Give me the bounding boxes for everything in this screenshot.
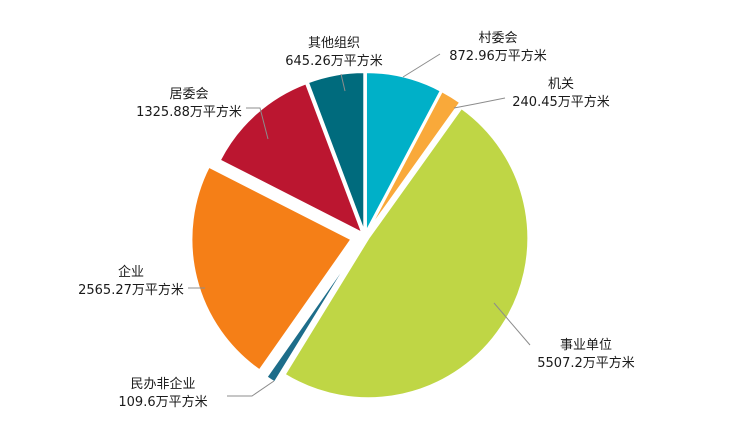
pie-slice-3 <box>283 106 530 400</box>
slice-name-label: 村委会 <box>478 31 517 46</box>
pie-slice-4 <box>265 245 360 384</box>
slice-value-label: 5507.2万平方米 <box>537 355 635 371</box>
leader-line <box>340 73 346 92</box>
slice-name-label: 事业单位 <box>560 338 612 353</box>
pie-slice-2 <box>366 89 462 234</box>
slice-name-label: 居委会 <box>169 87 208 102</box>
slice-value-label: 645.26万平方米 <box>285 53 383 69</box>
slice-name-label: 企业 <box>118 264 144 280</box>
pie-slice-1 <box>364 71 443 233</box>
slice-name-label: 民办非企业 <box>130 376 195 392</box>
leader-line <box>227 380 275 397</box>
leader-line <box>402 53 441 78</box>
leader-line <box>246 107 269 140</box>
slice-value-label: 872.96万平方米 <box>449 48 547 64</box>
slice-value-label: 109.6万平方米 <box>118 394 207 410</box>
slice-value-label: 2565.27万平方米 <box>78 282 184 298</box>
slice-name-label: 机关 <box>548 77 574 92</box>
slice-value-label: 1325.88万平方米 <box>136 104 242 120</box>
leader-line <box>493 302 531 346</box>
slice-value-label: 240.45万平方米 <box>512 94 610 110</box>
slice-name-label: 其他组织 <box>308 36 360 51</box>
pie-slice-7 <box>306 71 366 233</box>
leader-line <box>453 97 506 109</box>
pie-slice-6 <box>218 81 365 236</box>
pie-slice-5 <box>190 165 353 372</box>
